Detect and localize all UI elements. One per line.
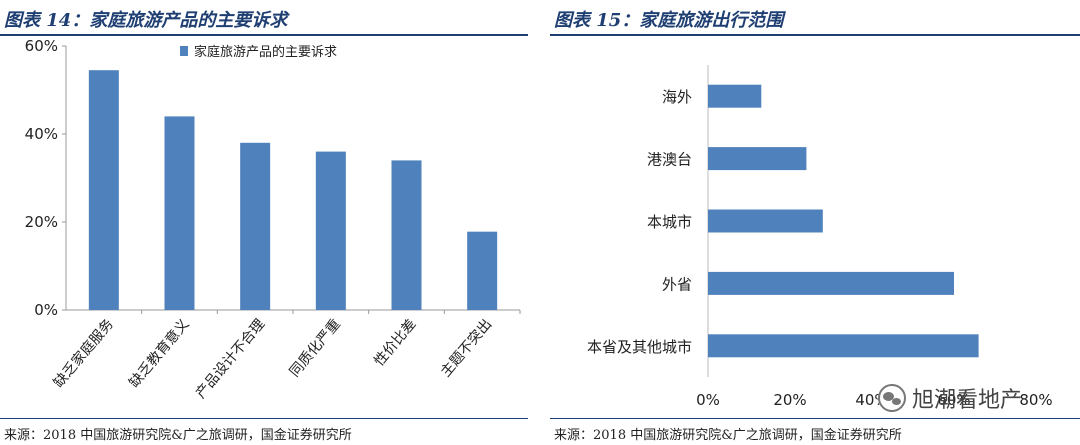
figure-15-source: 来源：2018 中国旅游研究院&广之旅调研，国金证券研究所 [554, 428, 902, 443]
figure-14-source: 来源：2018 中国旅游研究院&广之旅调研，国金证券研究所 [4, 428, 352, 443]
wechat-icon [878, 384, 906, 412]
figure-14-title-rule [0, 34, 528, 36]
bar [88, 70, 119, 310]
y-tick-label: 40% [25, 125, 58, 143]
x-tick-label: 0% [696, 391, 720, 409]
y-tick-label: 60% [25, 37, 58, 55]
legend-label: 家庭旅游产品的主要诉求 [194, 44, 337, 60]
bar [315, 151, 346, 310]
panel-figure-14: 图表 14：家庭旅游产品的主要诉求 0% 20% 40% 60% 缺乏家庭服务 缺乏教育意… [0, 0, 528, 445]
watermark: 旭潮看地产 [878, 380, 1078, 416]
x-tick-label: 缺乏家庭服务 [50, 316, 117, 391]
panel-figure-15: 图表 15：家庭旅游出行范围 0% 20% 40% 60% 80% 本省及其他城市 外省 本城… [550, 0, 1080, 445]
y-tick-label: 本省及其他城市 [587, 338, 692, 356]
bar [164, 116, 195, 311]
bar [708, 84, 762, 108]
x-tick-label: 60% [937, 391, 970, 409]
bar [708, 334, 979, 358]
watermark-text: 旭潮看地产 [912, 388, 1023, 413]
legend-swatch [180, 46, 188, 56]
bar [708, 209, 823, 233]
figure-14-title: 图表 14：家庭旅游产品的主要诉求 [4, 10, 288, 31]
x-tick-label: 产品设计不合理 [193, 316, 268, 401]
figure-15-source-rule [550, 418, 1080, 419]
y-tick-label: 20% [25, 213, 58, 231]
bar [708, 271, 954, 295]
figure-15-title: 图表 15：家庭旅游出行范围 [554, 10, 784, 31]
figure-14-chart: 0% 20% 40% 60% 缺乏家庭服务 缺乏教育意义 产品设计不合理 同质化严重 性价比差主… [25, 37, 521, 402]
y-tick-label: 海外 [662, 88, 692, 106]
y-tick-label: 外省 [662, 275, 692, 293]
x-tick-label: 主题不突出 [438, 316, 495, 380]
y-tick-label: 本城市 [647, 213, 692, 231]
x-tick-label: 缺乏教育意义 [126, 316, 193, 391]
x-tick-label: 性价比差 [371, 316, 419, 369]
bar [391, 160, 422, 310]
figure-15-title-rule [550, 34, 1080, 36]
bar [708, 147, 807, 171]
x-tick-label: 20% [773, 391, 806, 409]
bar [467, 231, 498, 310]
y-tick-label: 0% [34, 301, 58, 319]
x-tick-label: 80% [1019, 391, 1052, 409]
figure-14-source-rule [0, 418, 528, 419]
y-tick-label: 港澳台 [647, 151, 692, 169]
x-tick-label: 同质化严重 [287, 316, 344, 380]
bar [240, 142, 271, 310]
